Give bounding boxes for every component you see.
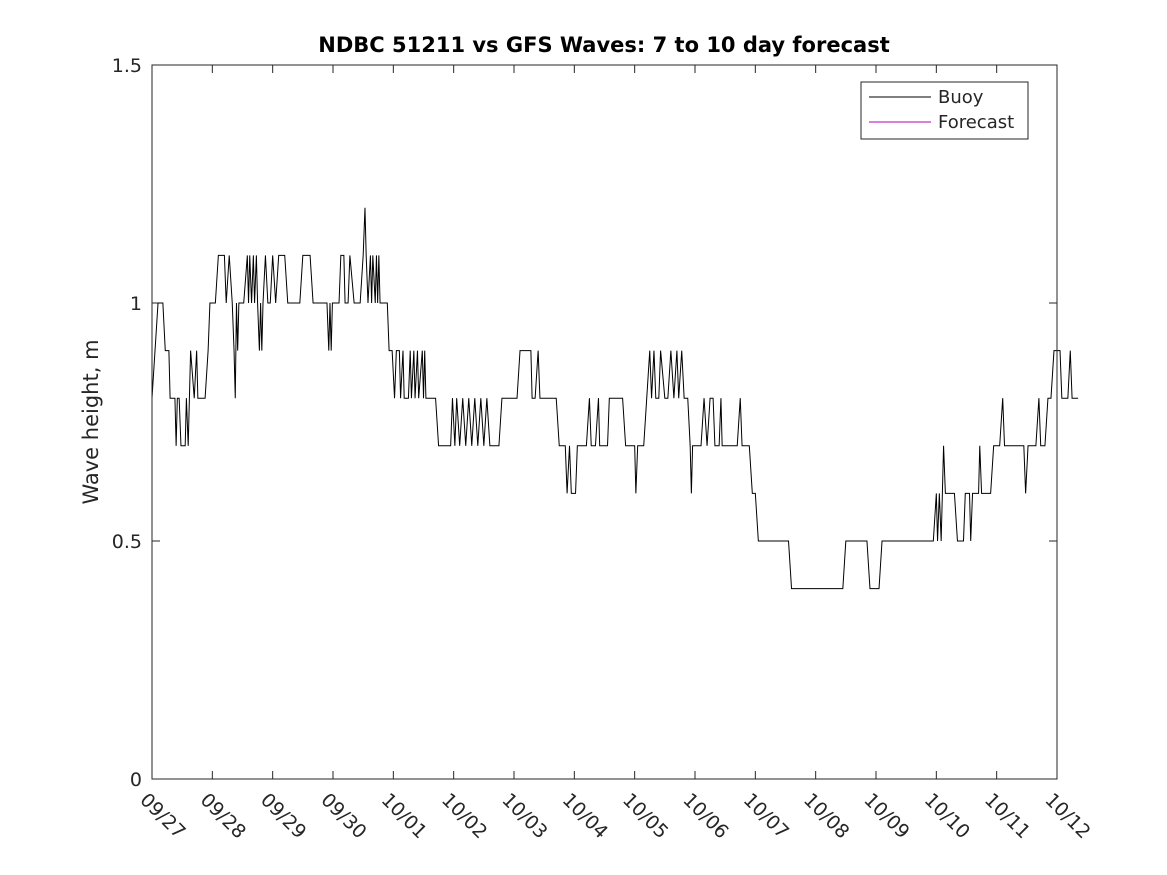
legend-label-forecast: Forecast xyxy=(938,112,1014,133)
y-tick-label: 1 xyxy=(130,293,142,315)
y-tick-label: 1.5 xyxy=(112,55,142,77)
legend-box xyxy=(860,81,1029,140)
series-line-buoy xyxy=(151,207,1079,590)
y-tick-label: 0 xyxy=(130,769,142,791)
legend-label-buoy: Buoy xyxy=(938,87,984,108)
y-axis: 0 0.5 1 1.5 xyxy=(112,55,1057,791)
plot-box xyxy=(151,64,1058,780)
plot-area xyxy=(152,65,1057,779)
legend: Buoy Forecast xyxy=(860,81,1029,140)
y-tick-label: 0.5 xyxy=(112,531,142,553)
chart-title: NDBC 51211 vs GFS Waves: 7 to 10 day for… xyxy=(318,33,889,57)
y-axis-title: Wave height, m xyxy=(79,339,103,504)
series-layer xyxy=(151,207,1079,590)
